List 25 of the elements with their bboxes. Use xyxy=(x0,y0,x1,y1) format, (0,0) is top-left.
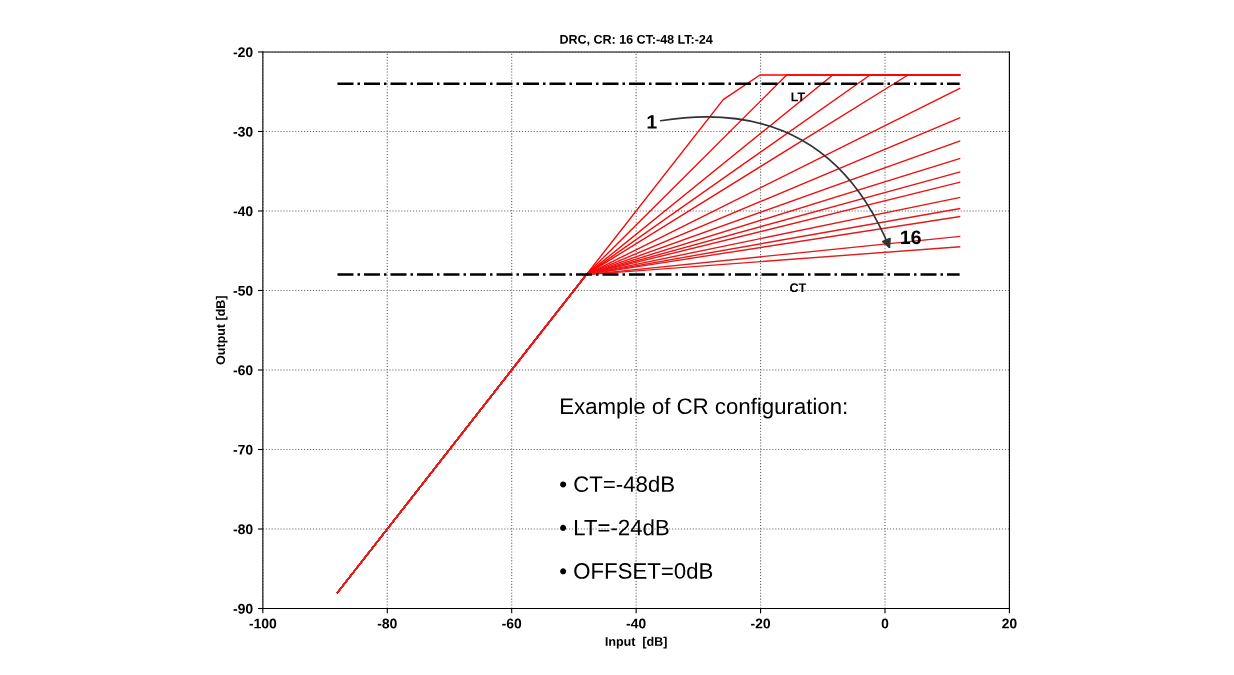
y-axis-title: Output [dB] xyxy=(215,296,228,365)
y-tick-label: -20 xyxy=(233,47,253,58)
annotation: 1 xyxy=(647,115,657,129)
y-tick-label: -80 xyxy=(233,524,253,535)
y-tick-label: -40 xyxy=(233,206,253,217)
x-tick-label: -20 xyxy=(751,618,771,629)
y-tick-label: -70 xyxy=(233,444,253,455)
annotation: • CT=-48dB xyxy=(560,475,674,493)
chart-title: DRC, CR: 16 CT:-48 LT:-24 xyxy=(560,34,713,46)
y-tick-label: -50 xyxy=(233,285,253,296)
ref-line-label: CT xyxy=(790,283,807,293)
x-tick-label: -60 xyxy=(502,618,522,629)
x-tick-label: -80 xyxy=(377,618,397,629)
y-tick-label: -90 xyxy=(233,603,253,614)
annotation: • LT=-24dB xyxy=(560,519,669,536)
x-axis-title: Input [dB] xyxy=(605,636,667,649)
y-tick-label: -60 xyxy=(233,365,253,376)
ref-line-label: LT xyxy=(791,92,805,102)
x-tick-label: -40 xyxy=(626,618,646,629)
annotation: Example of CR configuration: xyxy=(561,397,847,419)
y-tick-label: -30 xyxy=(233,126,253,137)
x-tick-label: 20 xyxy=(1002,618,1017,629)
x-tick-label: 0 xyxy=(881,618,889,629)
x-tick-label: -100 xyxy=(249,618,277,629)
annotation: • OFFSET=0dB xyxy=(560,562,713,579)
